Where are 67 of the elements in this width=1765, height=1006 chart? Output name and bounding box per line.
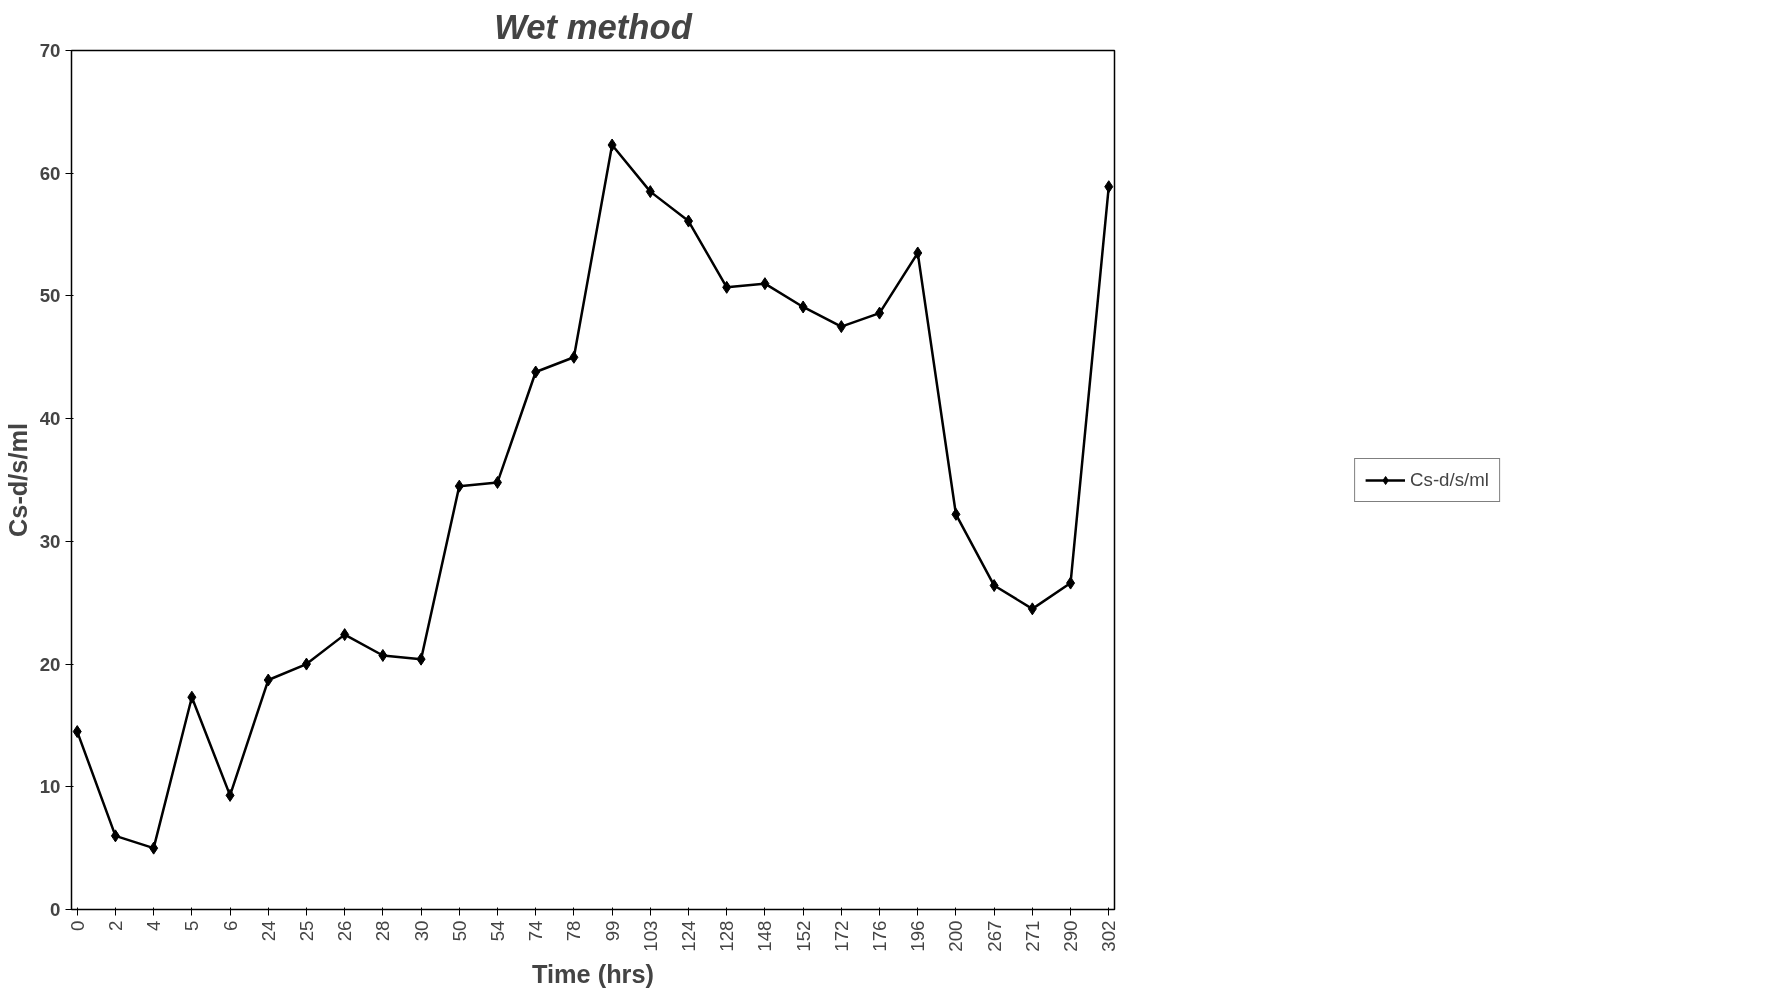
x-tick-label: 2	[104, 920, 126, 931]
point	[913, 246, 923, 260]
y-tick-label: 50	[39, 285, 61, 307]
x-tick-label: 290	[1060, 920, 1082, 952]
point	[225, 788, 235, 802]
point	[263, 673, 273, 687]
x-tick-label: 28	[372, 920, 394, 942]
y-tick-label: 40	[39, 408, 61, 430]
x-tick-label: 271	[1021, 920, 1043, 952]
point	[760, 277, 770, 291]
point	[378, 648, 388, 662]
x-tick-label: 5	[181, 920, 203, 931]
chart-title: Wet method	[494, 7, 693, 46]
point	[454, 479, 464, 493]
x-tick-label: 50	[448, 920, 470, 942]
x-tick-label: 6	[219, 920, 241, 931]
x-tick-label: 0	[66, 920, 88, 931]
point	[645, 185, 655, 199]
x-tick-label: 172	[830, 920, 852, 952]
x-tick-label: 302	[1098, 920, 1120, 952]
x-tick-label: 200	[945, 920, 967, 952]
y-tick-label: 70	[39, 40, 61, 61]
x-tick-label: 267	[983, 920, 1005, 952]
point	[951, 507, 961, 521]
x-tick-label: 24	[257, 920, 279, 942]
x-tick-label: 54	[486, 920, 508, 942]
point	[72, 725, 82, 739]
point	[416, 652, 426, 666]
point	[1027, 602, 1037, 616]
point	[340, 628, 350, 642]
x-tick-label: 74	[525, 920, 547, 942]
point	[607, 138, 617, 152]
x-tick-label: 30	[410, 920, 432, 942]
x-tick-label: 152	[792, 920, 814, 952]
point	[1104, 180, 1114, 194]
point	[798, 300, 808, 314]
point	[989, 579, 999, 593]
point	[531, 365, 541, 379]
point	[187, 690, 197, 704]
y-tick-label: 30	[39, 530, 61, 552]
x-tick-label: 148	[754, 920, 776, 952]
point	[684, 214, 694, 228]
point	[1066, 576, 1076, 590]
x-tick-label: 128	[716, 920, 738, 952]
x-tick-label: 99	[601, 920, 623, 942]
point	[110, 829, 120, 843]
y-tick-label: 10	[39, 776, 61, 798]
y-axis-title: Cs-d/s/ml	[3, 422, 32, 537]
x-tick-label: 124	[678, 920, 700, 952]
point	[836, 320, 846, 334]
point	[149, 841, 159, 855]
x-tick-label: 196	[907, 920, 929, 952]
x-tick-label: 78	[563, 920, 585, 942]
x-tick-label: 103	[639, 920, 661, 952]
x-axis-title: Time (hrs)	[532, 959, 654, 988]
x-tick-label: 4	[143, 920, 165, 931]
x-tick-label: 25	[295, 920, 317, 942]
point	[492, 475, 502, 489]
x-tick-label: 26	[334, 920, 356, 942]
legend-label: Cs-d/s/ml	[1410, 468, 1489, 491]
point	[722, 280, 732, 294]
y-tick-label: 60	[39, 162, 61, 184]
y-tick-label: 20	[39, 653, 61, 675]
point	[569, 350, 579, 364]
x-tick-label: 176	[869, 920, 891, 952]
point	[875, 306, 885, 320]
point	[301, 657, 311, 671]
